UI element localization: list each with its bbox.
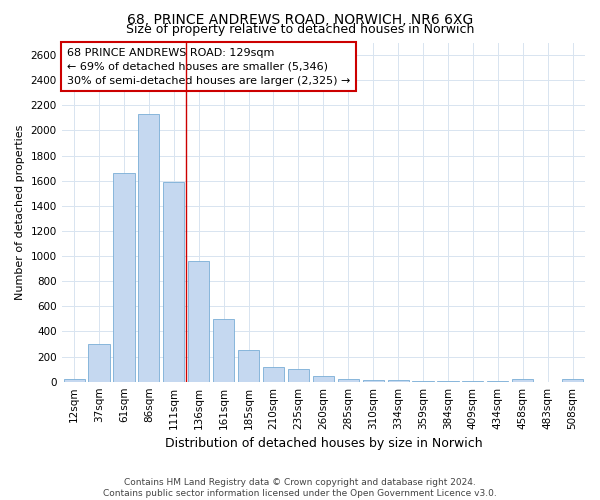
Bar [362,380,384,382]
Text: 68, PRINCE ANDREWS ROAD, NORWICH, NR6 6XG: 68, PRINCE ANDREWS ROAD, NORWICH, NR6 6X… [127,12,473,26]
Bar [412,380,434,382]
Bar [113,173,134,382]
Text: 68 PRINCE ANDREWS ROAD: 129sqm
← 69% of detached houses are smaller (5,346)
30% : 68 PRINCE ANDREWS ROAD: 129sqm ← 69% of … [67,48,350,86]
Bar [313,376,334,382]
Bar [388,380,409,382]
Bar [338,378,359,382]
Text: Size of property relative to detached houses in Norwich: Size of property relative to detached ho… [126,22,474,36]
Bar [562,379,583,382]
Bar [263,366,284,382]
Bar [288,369,309,382]
Bar [238,350,259,382]
Bar [64,379,85,382]
X-axis label: Distribution of detached houses by size in Norwich: Distribution of detached houses by size … [164,437,482,450]
Bar [163,182,184,382]
Bar [213,319,234,382]
Bar [188,261,209,382]
Bar [88,344,110,382]
Y-axis label: Number of detached properties: Number of detached properties [15,124,25,300]
Bar [437,381,458,382]
Bar [512,379,533,382]
Text: Contains HM Land Registry data © Crown copyright and database right 2024.
Contai: Contains HM Land Registry data © Crown c… [103,478,497,498]
Bar [138,114,160,382]
Bar [462,381,484,382]
